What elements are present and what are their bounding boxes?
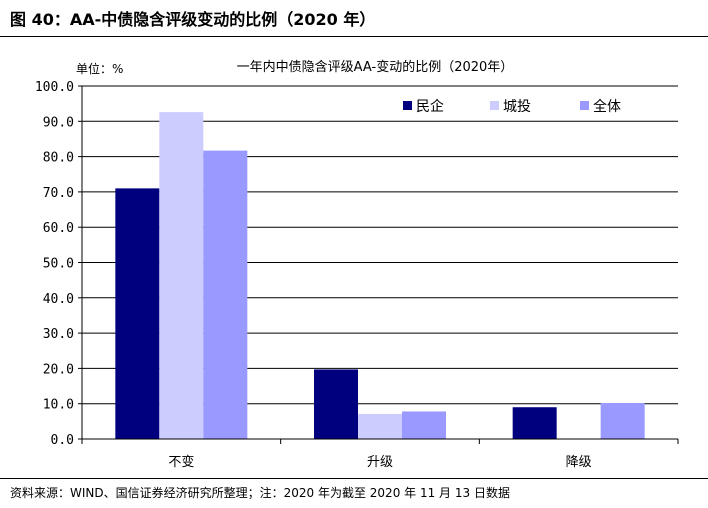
y-tick-label: 40.0 [43,292,74,307]
y-tick-label: 50.0 [43,257,74,272]
bar-3-1 [203,150,248,439]
bar-1-1 [115,188,160,439]
bar-chart: 单位：% 一年内中债隐含评级AA-变动的比例（2020年） 0.0 10.0 20.… [35,59,679,470]
bottom-rule [0,478,708,479]
legend-swatch [403,101,412,110]
x-category-label: 升级 [367,455,393,470]
y-tick-label: 0.0 [51,433,74,448]
y-tick-label: 20.0 [43,362,74,377]
bar-2-1 [159,112,204,439]
legend: 民企 城投 全体 [403,98,621,115]
top-rule [0,36,708,37]
source-note: 资料来源：WIND、国信证券经济研究所整理；注：2020 年为截至 2020 年… [10,486,510,500]
y-tick-label: 70.0 [43,186,74,201]
y-tick-label: 100.0 [35,80,74,95]
x-axis: 不变 升级 降级 [81,438,679,470]
legend-swatch [580,101,589,110]
y-tick-label: 60.0 [43,221,74,236]
y-tick-label: 10.0 [43,398,74,413]
x-category-label: 不变 [168,454,194,470]
bars [115,112,645,439]
unit-label: 单位：% [76,61,123,76]
legend-label: 民企 [416,98,444,115]
y-tick-label: 90.0 [43,115,74,130]
y-tick-label: 30.0 [43,327,74,342]
legend-label: 城投 [503,99,531,115]
bar-2-2 [358,413,402,439]
bar-3-2 [402,411,446,439]
x-category-label: 降级 [566,455,592,470]
chart-title: 一年内中债隐含评级AA-变动的比例（2020年） [237,59,514,75]
bar-1-3 [512,407,557,439]
y-axis: 0.0 10.0 20.0 30.0 40.0 50.0 60.0 70.0 80.0 90.0 1… [35,80,83,448]
bar-1-2 [314,369,358,439]
bar-3-3 [600,402,645,439]
figure-title: 图 40：AA-中债隐含评级变动的比例（2020 年） [10,10,376,29]
legend-swatch [490,101,499,110]
legend-label: 全体 [593,98,621,115]
y-tick-label: 80.0 [43,151,74,166]
